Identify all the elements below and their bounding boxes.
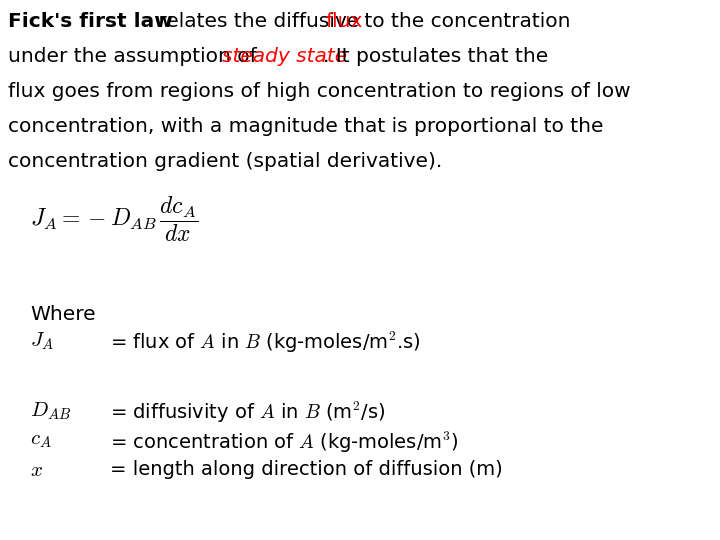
- Text: under the assumption of: under the assumption of: [8, 47, 263, 66]
- Text: $\mathit{c}_{\mathit{A}}$: $\mathit{c}_{\mathit{A}}$: [30, 430, 52, 450]
- Text: to the concentration: to the concentration: [358, 12, 570, 31]
- Text: = diffusivity of $\mathit{A}$ in $\mathit{B}$ (m$^2$/s): = diffusivity of $\mathit{A}$ in $\mathi…: [110, 400, 385, 425]
- Text: Where: Where: [30, 305, 96, 324]
- Text: flux: flux: [326, 12, 364, 31]
- Text: $\mathit{x}$: $\mathit{x}$: [30, 460, 43, 480]
- Text: $\mathit{D}_{\mathit{AB}}$: $\mathit{D}_{\mathit{AB}}$: [30, 400, 71, 422]
- Text: $\mathit{J}_{\mathit{A}}$: $\mathit{J}_{\mathit{A}}$: [30, 330, 54, 352]
- Text: relates the diffusive: relates the diffusive: [152, 12, 366, 31]
- Text: steady state: steady state: [222, 47, 347, 66]
- Text: flux goes from regions of high concentration to regions of low: flux goes from regions of high concentra…: [8, 82, 631, 101]
- Text: = concentration of $\mathit{A}$ (kg-moles/m$^3$): = concentration of $\mathit{A}$ (kg-mole…: [110, 430, 459, 455]
- Text: concentration, with a magnitude that is proportional to the: concentration, with a magnitude that is …: [8, 117, 603, 136]
- Text: concentration gradient (spatial derivative).: concentration gradient (spatial derivati…: [8, 152, 442, 171]
- Text: . It postulates that the: . It postulates that the: [323, 47, 548, 66]
- Text: = flux of $\mathit{A}$ in $\mathit{B}$ (kg-moles/m$^2$.s): = flux of $\mathit{A}$ in $\mathit{B}$ (…: [110, 330, 421, 355]
- Text: $\mathit{J}_{\mathit{A}}=-\mathit{D}_{\mathit{AB}}\,\dfrac{\mathit{dc}_{\mathit{: $\mathit{J}_{\mathit{A}}=-\mathit{D}_{\m…: [30, 195, 198, 245]
- Text: Fick's first law: Fick's first law: [8, 12, 173, 31]
- Text: = length along direction of diffusion (m): = length along direction of diffusion (m…: [110, 460, 503, 479]
